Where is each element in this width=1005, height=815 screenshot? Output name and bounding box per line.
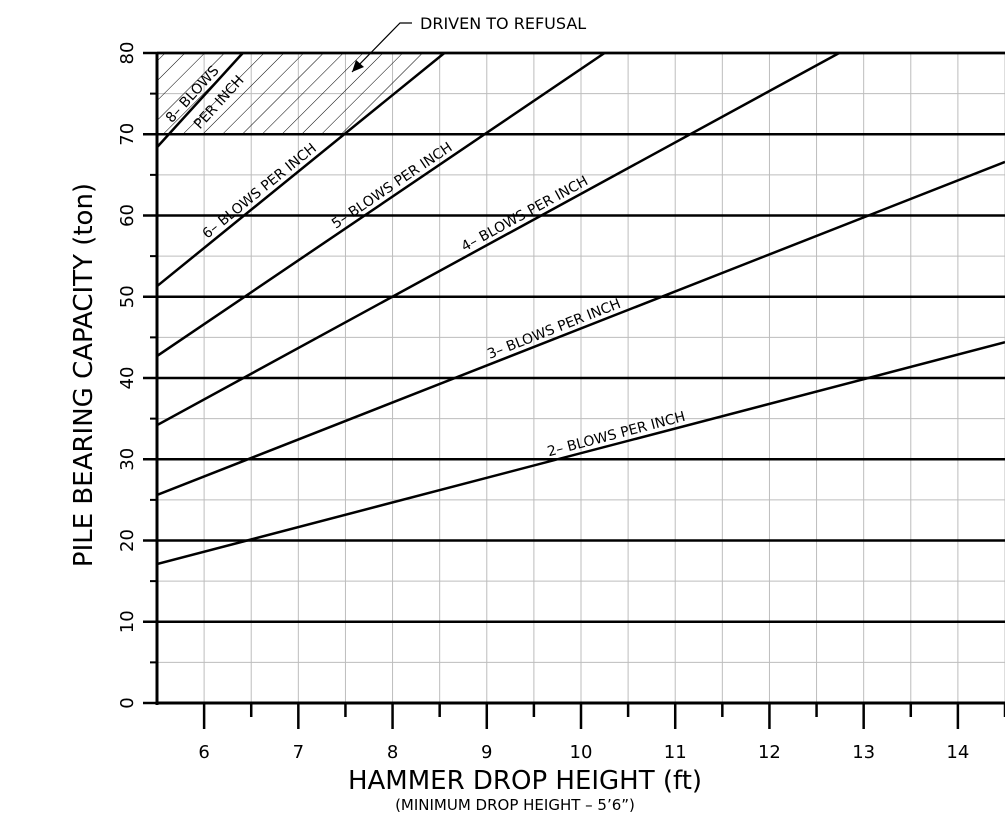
y-axis-title: PILE BEARING CAPACITY (ton) [69,183,99,567]
x-tick-label: 10 [570,742,593,763]
y-tick-label: 70 [117,123,138,146]
x-tick-label: 6 [198,742,209,763]
x-tick-label: 7 [293,742,304,763]
series-line [157,53,606,358]
x-tick-label: 14 [946,742,969,763]
x-axis-note: (MINIMUM DROP HEIGHT – 5’6”) [395,796,635,814]
tick-labels: 6 7 8 9 10 11 12 13 14 0 10 20 30 40 50 60 70 80 [117,42,969,763]
x-tick-label: 9 [481,742,492,763]
x-tick-label: 11 [664,742,687,763]
y-tick-label: 20 [117,529,138,552]
refusal-hatch [157,53,445,135]
series-line [157,53,244,149]
axes [143,51,1005,729]
refusal-leader-line [351,22,412,73]
series-lines [157,53,1005,566]
x-tick-label: 12 [758,742,781,763]
y-tick-label: 10 [117,610,138,633]
refusal-region [157,53,445,135]
series-label: 2– BLOWS PER INCH [546,409,687,460]
series-label: 3– BLOWS PER INCH [485,296,623,363]
y-tick-label: 40 [117,367,138,390]
series-line [157,53,446,288]
y-tick-label: 50 [117,285,138,308]
y-tick-label: 60 [117,204,138,227]
refusal-annotation: DRIVEN TO REFUSAL [351,14,586,73]
series-label: 4– BLOWS PER INCH [459,173,591,255]
series-label: 6– BLOWS PER INCH [200,140,320,242]
grid [157,51,1005,703]
series-line [157,53,840,427]
y-tick-label: 80 [117,42,138,65]
y-tick-label: 30 [117,448,138,471]
series-line [157,341,1005,566]
refusal-arrowhead [352,60,364,72]
x-axis-title: HAMMER DROP HEIGHT (ft) [348,766,702,796]
x-tick-label: 13 [852,742,875,763]
series-line [157,160,1005,497]
refusal-annotation-text: DRIVEN TO REFUSAL [420,14,586,33]
y-tick-label: 0 [117,697,138,708]
x-tick-label: 8 [387,742,398,763]
